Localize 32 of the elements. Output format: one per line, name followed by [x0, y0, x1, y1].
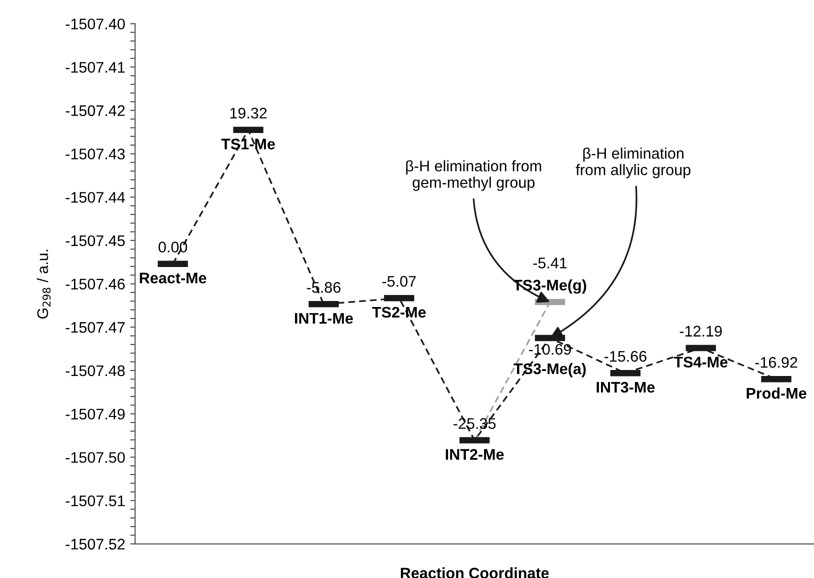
- annotation: -16.92: [755, 356, 798, 368]
- y-tick-label: -1507.50: [66, 452, 125, 463]
- y-tick-label: -1507.51: [66, 495, 125, 506]
- y-tick-label: -1507.46: [66, 278, 125, 290]
- annotation: 0.00: [158, 242, 188, 253]
- y-tick-label: -1507.49: [66, 408, 125, 420]
- annotation: -5.41: [533, 258, 567, 268]
- y-tick-label: -1507.48: [66, 365, 125, 376]
- y-tick-label: -1507.43: [66, 148, 125, 160]
- annotation: -15.66: [604, 350, 646, 362]
- annotation: -10.69: [529, 344, 571, 355]
- x-tick-label: TS4-Me: [674, 356, 728, 368]
- annotation: β-H elimination from allylic group: [576, 148, 690, 178]
- annotation: 19.32: [230, 108, 267, 119]
- y-tick-label: -1507.45: [66, 235, 125, 246]
- y-tick-label: -1507.52: [66, 538, 125, 550]
- annotation: β-H elimination from gem-methyl group: [406, 160, 542, 191]
- x-tick-label: TS3-Me(a): [514, 362, 586, 378]
- annotation: -12.19: [680, 326, 722, 337]
- x-tick-label: Prod-Me: [746, 388, 806, 399]
- y-tick-label: -1507.44: [66, 192, 125, 203]
- y-tick-label: -1507.41: [66, 62, 125, 73]
- x-tick-label: INT2-Me: [446, 449, 504, 460]
- y-axis-title: G$_{298}$ / a.u.: [36, 250, 51, 319]
- y-tick-label: -1507.42: [66, 105, 125, 116]
- annotation: -5.86: [306, 282, 340, 293]
- x-tick-label: React-Me: [140, 272, 206, 284]
- x-tick-label: INT1-Me: [295, 313, 353, 324]
- y-tick-label: -1507.40: [66, 18, 125, 30]
- y-tick-label: -1507.47: [66, 322, 125, 333]
- annotation: -5.07: [382, 276, 416, 287]
- x-tick-label: INT3-Me: [596, 382, 655, 393]
